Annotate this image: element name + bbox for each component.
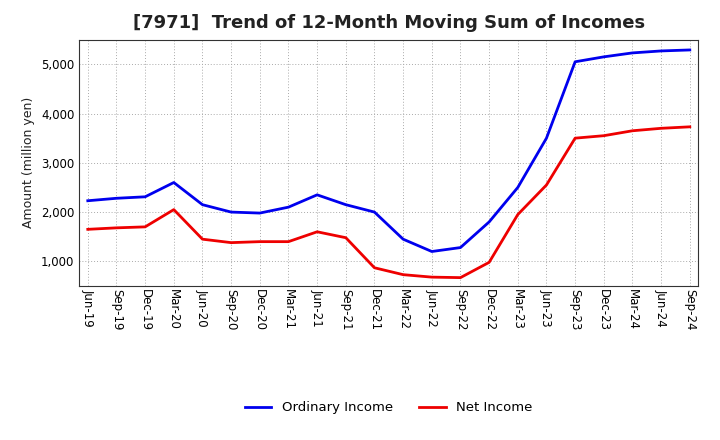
Ordinary Income: [112, 196, 121, 201]
Net Income: [227, 240, 235, 245]
Ordinary Income: [227, 209, 235, 215]
Line: Net Income: Net Income: [88, 127, 690, 278]
Net Income: [428, 275, 436, 280]
Net Income: [370, 265, 379, 271]
Net Income: [112, 225, 121, 231]
Net Income: [571, 136, 580, 141]
Net Income: [600, 133, 608, 138]
Net Income: [256, 239, 264, 244]
Ordinary Income: [685, 48, 694, 53]
Ordinary Income: [571, 59, 580, 64]
Legend: Ordinary Income, Net Income: Ordinary Income, Net Income: [240, 396, 538, 420]
Net Income: [485, 260, 493, 265]
Ordinary Income: [284, 205, 293, 210]
Ordinary Income: [198, 202, 207, 207]
Line: Ordinary Income: Ordinary Income: [88, 50, 690, 252]
Ordinary Income: [657, 48, 665, 54]
Net Income: [84, 227, 92, 232]
Y-axis label: Amount (million yen): Amount (million yen): [22, 97, 35, 228]
Net Income: [399, 272, 408, 277]
Ordinary Income: [341, 202, 350, 207]
Net Income: [169, 207, 178, 212]
Title: [7971]  Trend of 12-Month Moving Sum of Incomes: [7971] Trend of 12-Month Moving Sum of I…: [132, 15, 645, 33]
Net Income: [657, 126, 665, 131]
Ordinary Income: [84, 198, 92, 203]
Net Income: [198, 237, 207, 242]
Ordinary Income: [169, 180, 178, 185]
Net Income: [141, 224, 150, 230]
Net Income: [542, 182, 551, 187]
Net Income: [284, 239, 293, 244]
Ordinary Income: [312, 192, 321, 198]
Net Income: [312, 229, 321, 235]
Ordinary Income: [542, 136, 551, 141]
Net Income: [341, 235, 350, 240]
Ordinary Income: [628, 50, 636, 55]
Ordinary Income: [485, 219, 493, 224]
Net Income: [456, 275, 465, 280]
Net Income: [628, 128, 636, 133]
Ordinary Income: [370, 209, 379, 215]
Ordinary Income: [428, 249, 436, 254]
Ordinary Income: [513, 185, 522, 190]
Net Income: [513, 212, 522, 217]
Ordinary Income: [456, 245, 465, 250]
Ordinary Income: [600, 54, 608, 59]
Ordinary Income: [256, 210, 264, 216]
Ordinary Income: [399, 237, 408, 242]
Net Income: [685, 124, 694, 129]
Ordinary Income: [141, 194, 150, 199]
